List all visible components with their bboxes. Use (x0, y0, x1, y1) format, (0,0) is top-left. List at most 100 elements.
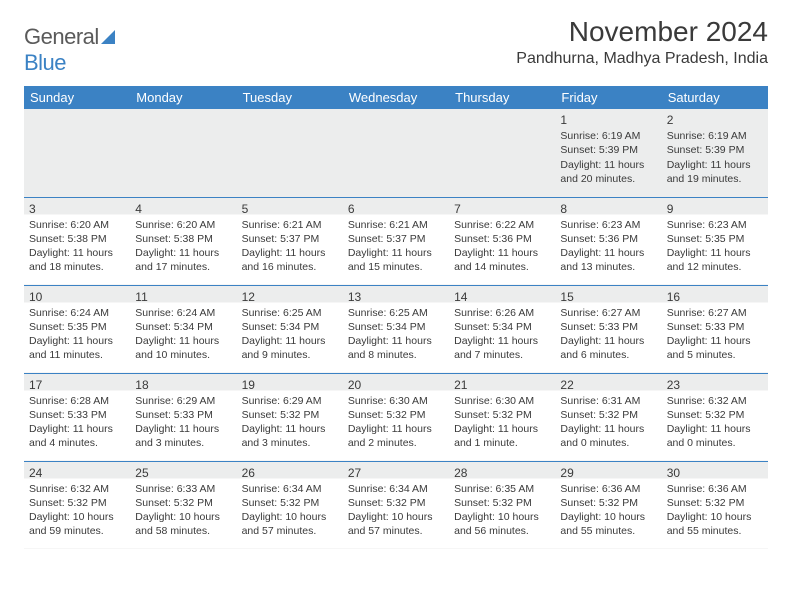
calendar-empty-cell (343, 109, 449, 197)
sunrise-text: Sunrise: 6:20 AM (135, 218, 231, 232)
sunset-text: Sunset: 5:32 PM (29, 496, 125, 510)
sunset-text: Sunset: 5:39 PM (667, 143, 763, 157)
calendar-day-cell: 9Sunrise: 6:23 AMSunset: 5:35 PMDaylight… (662, 197, 768, 285)
calendar-day-cell: 11Sunrise: 6:24 AMSunset: 5:34 PMDayligh… (130, 285, 236, 373)
calendar-empty-cell (130, 109, 236, 197)
daylight-text: Daylight: 11 hours and 0 minutes. (560, 422, 656, 450)
daylight-text: Daylight: 11 hours and 14 minutes. (454, 246, 550, 274)
day-number: 26 (242, 465, 338, 481)
day-number: 23 (667, 377, 763, 393)
day-number: 10 (29, 289, 125, 305)
daylight-text: Daylight: 11 hours and 8 minutes. (348, 334, 444, 362)
sunset-text: Sunset: 5:34 PM (242, 320, 338, 334)
sunrise-text: Sunrise: 6:21 AM (348, 218, 444, 232)
calendar-day-cell: 1Sunrise: 6:19 AMSunset: 5:39 PMDaylight… (555, 109, 661, 197)
month-title: November 2024 (516, 16, 768, 48)
brand-text: General Blue (24, 24, 115, 76)
sunset-text: Sunset: 5:32 PM (667, 496, 763, 510)
weekday-header: Sunday (24, 86, 130, 109)
day-number: 3 (29, 201, 125, 217)
sunset-text: Sunset: 5:32 PM (454, 408, 550, 422)
calendar-day-cell: 20Sunrise: 6:30 AMSunset: 5:32 PMDayligh… (343, 373, 449, 461)
calendar-table: SundayMondayTuesdayWednesdayThursdayFrid… (24, 86, 768, 549)
sunset-text: Sunset: 5:39 PM (560, 143, 656, 157)
sunrise-text: Sunrise: 6:31 AM (560, 394, 656, 408)
calendar-day-cell: 25Sunrise: 6:33 AMSunset: 5:32 PMDayligh… (130, 461, 236, 549)
sunset-text: Sunset: 5:36 PM (454, 232, 550, 246)
calendar-day-cell: 27Sunrise: 6:34 AMSunset: 5:32 PMDayligh… (343, 461, 449, 549)
weekday-header: Wednesday (343, 86, 449, 109)
sunset-text: Sunset: 5:32 PM (560, 496, 656, 510)
sunrise-text: Sunrise: 6:32 AM (667, 394, 763, 408)
calendar-body: 1Sunrise: 6:19 AMSunset: 5:39 PMDaylight… (24, 109, 768, 549)
sunset-text: Sunset: 5:35 PM (29, 320, 125, 334)
sunset-text: Sunset: 5:34 PM (454, 320, 550, 334)
brand-triangle-icon (101, 30, 115, 44)
sunset-text: Sunset: 5:33 PM (667, 320, 763, 334)
sunrise-text: Sunrise: 6:26 AM (454, 306, 550, 320)
day-number: 4 (135, 201, 231, 217)
day-number: 6 (348, 201, 444, 217)
daylight-text: Daylight: 10 hours and 59 minutes. (29, 510, 125, 538)
day-number: 5 (242, 201, 338, 217)
day-number: 13 (348, 289, 444, 305)
day-number: 9 (667, 201, 763, 217)
sunrise-text: Sunrise: 6:34 AM (242, 482, 338, 496)
brand-word1: General (24, 24, 99, 49)
sunrise-text: Sunrise: 6:29 AM (135, 394, 231, 408)
sunrise-text: Sunrise: 6:24 AM (135, 306, 231, 320)
sunset-text: Sunset: 5:34 PM (348, 320, 444, 334)
daylight-text: Daylight: 11 hours and 20 minutes. (560, 158, 656, 186)
sunrise-text: Sunrise: 6:21 AM (242, 218, 338, 232)
calendar-day-cell: 5Sunrise: 6:21 AMSunset: 5:37 PMDaylight… (237, 197, 343, 285)
sunrise-text: Sunrise: 6:20 AM (29, 218, 125, 232)
day-number: 16 (667, 289, 763, 305)
weekday-header: Monday (130, 86, 236, 109)
calendar-day-cell: 16Sunrise: 6:27 AMSunset: 5:33 PMDayligh… (662, 285, 768, 373)
weekday-header: Saturday (662, 86, 768, 109)
location-subtitle: Pandhurna, Madhya Pradesh, India (516, 50, 768, 68)
sunset-text: Sunset: 5:32 PM (242, 408, 338, 422)
day-number: 20 (348, 377, 444, 393)
brand-word2: Blue (24, 50, 66, 75)
sunset-text: Sunset: 5:32 PM (454, 496, 550, 510)
daylight-text: Daylight: 11 hours and 19 minutes. (667, 158, 763, 186)
daylight-text: Daylight: 10 hours and 57 minutes. (242, 510, 338, 538)
sunrise-text: Sunrise: 6:33 AM (135, 482, 231, 496)
sunset-text: Sunset: 5:32 PM (135, 496, 231, 510)
sunset-text: Sunset: 5:32 PM (348, 496, 444, 510)
calendar-day-cell: 21Sunrise: 6:30 AMSunset: 5:32 PMDayligh… (449, 373, 555, 461)
day-number: 21 (454, 377, 550, 393)
brand-logo: General Blue (24, 24, 115, 76)
day-number: 30 (667, 465, 763, 481)
weekday-header: Thursday (449, 86, 555, 109)
sunrise-text: Sunrise: 6:27 AM (560, 306, 656, 320)
calendar-day-cell: 17Sunrise: 6:28 AMSunset: 5:33 PMDayligh… (24, 373, 130, 461)
day-number: 29 (560, 465, 656, 481)
sunset-text: Sunset: 5:36 PM (560, 232, 656, 246)
daylight-text: Daylight: 10 hours and 55 minutes. (667, 510, 763, 538)
sunset-text: Sunset: 5:35 PM (667, 232, 763, 246)
calendar-day-cell: 8Sunrise: 6:23 AMSunset: 5:36 PMDaylight… (555, 197, 661, 285)
calendar-day-cell: 12Sunrise: 6:25 AMSunset: 5:34 PMDayligh… (237, 285, 343, 373)
calendar-empty-cell (24, 109, 130, 197)
calendar-day-cell: 30Sunrise: 6:36 AMSunset: 5:32 PMDayligh… (662, 461, 768, 549)
sunrise-text: Sunrise: 6:32 AM (29, 482, 125, 496)
calendar-week-row: 1Sunrise: 6:19 AMSunset: 5:39 PMDaylight… (24, 109, 768, 197)
calendar-week-row: 3Sunrise: 6:20 AMSunset: 5:38 PMDaylight… (24, 197, 768, 285)
sunset-text: Sunset: 5:38 PM (135, 232, 231, 246)
day-number: 22 (560, 377, 656, 393)
calendar-day-cell: 3Sunrise: 6:20 AMSunset: 5:38 PMDaylight… (24, 197, 130, 285)
sunset-text: Sunset: 5:37 PM (242, 232, 338, 246)
daylight-text: Daylight: 11 hours and 4 minutes. (29, 422, 125, 450)
sunrise-text: Sunrise: 6:28 AM (29, 394, 125, 408)
daylight-text: Daylight: 11 hours and 18 minutes. (29, 246, 125, 274)
sunrise-text: Sunrise: 6:22 AM (454, 218, 550, 232)
daylight-text: Daylight: 11 hours and 17 minutes. (135, 246, 231, 274)
daylight-text: Daylight: 11 hours and 2 minutes. (348, 422, 444, 450)
sunrise-text: Sunrise: 6:34 AM (348, 482, 444, 496)
sunset-text: Sunset: 5:33 PM (29, 408, 125, 422)
calendar-empty-cell (237, 109, 343, 197)
day-number: 8 (560, 201, 656, 217)
daylight-text: Daylight: 10 hours and 58 minutes. (135, 510, 231, 538)
